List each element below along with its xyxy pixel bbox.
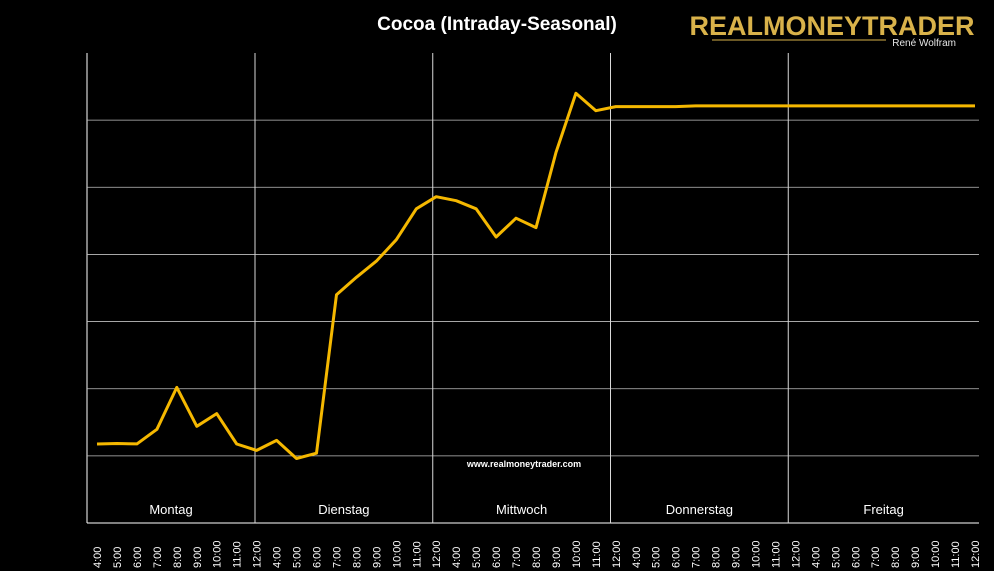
x-tick-label: 5:00: [471, 547, 483, 568]
x-tick-label: 7:00: [331, 547, 343, 568]
x-tick-label: 8:00: [172, 547, 184, 568]
x-tick-label: 11:00: [950, 541, 962, 568]
chart-title: Cocoa (Intraday-Seasonal): [377, 14, 617, 35]
x-tick-label: 7:00: [870, 547, 882, 568]
x-tick-label: 7:00: [152, 547, 164, 568]
x-tick-label: 5:00: [292, 547, 304, 568]
x-tick-label: 4:00: [631, 547, 643, 568]
day-label: Donnerstag: [666, 502, 733, 517]
x-tick-label: 6:00: [491, 547, 503, 568]
x-tick-label: 6:00: [132, 547, 144, 568]
x-tick-label: 5:00: [112, 547, 124, 568]
x-tick-label: 11:00: [232, 541, 244, 568]
series-line: [96, 91, 975, 460]
x-tick-label: 6:00: [671, 547, 683, 568]
x-tick-label: 12:00: [970, 540, 982, 568]
x-tick-labels: 4:00 5:00 6:00 7:00 8:00 9:00 10:00 11:00 12:00 4…: [92, 540, 982, 568]
x-tick-label: 8:00: [351, 547, 363, 568]
x-tick-label: 9:00: [910, 547, 922, 568]
logo-author: René Wolfram: [892, 38, 956, 49]
x-tick-label: 9:00: [371, 547, 383, 568]
x-tick-label: 10:00: [751, 540, 763, 568]
watermark-url: www.realmoneytrader.com: [466, 459, 581, 469]
day-label: Freitag: [863, 502, 903, 517]
x-tick-label: 11:00: [591, 541, 603, 568]
day-label: Montag: [149, 502, 192, 517]
x-tick-label: 9:00: [731, 547, 743, 568]
x-tick-label: 11:00: [770, 541, 782, 568]
x-tick-label: 5:00: [830, 547, 842, 568]
x-tick-label: 10:00: [391, 540, 403, 568]
x-tick-label: 4:00: [92, 547, 104, 568]
x-tick-label: 4:00: [272, 547, 284, 568]
x-tick-label: 6:00: [850, 547, 862, 568]
logo-name: REALMONEYTRADER: [689, 11, 974, 41]
x-tick-label: 12:00: [790, 540, 802, 568]
logo: REALMONEYTRADER René Wolfram: [689, 11, 974, 49]
day-label: Mittwoch: [496, 502, 547, 517]
day-label: Dienstag: [318, 502, 369, 517]
x-tick-label: 9:00: [551, 547, 563, 568]
x-tick-label: 8:00: [890, 547, 902, 568]
x-tick-label: 7:00: [511, 547, 523, 568]
x-tick-label: 8:00: [711, 547, 723, 568]
x-tick-label: 8:00: [531, 547, 543, 568]
x-tick-label: 4:00: [810, 547, 822, 568]
x-tick-label: 10:00: [930, 540, 942, 568]
x-tick-label: 10:00: [571, 540, 583, 568]
x-tick-label: 6:00: [312, 547, 324, 568]
x-tick-label: 5:00: [651, 547, 663, 568]
x-tick-label: 9:00: [192, 547, 204, 568]
grid: [86, 53, 979, 524]
x-tick-label: 12:00: [431, 540, 443, 568]
x-tick-label: 12:00: [611, 540, 623, 568]
day-labels: Montag Dienstag Mittwoch Donnerstag Freitag: [149, 502, 904, 517]
x-tick-label: 10:00: [212, 540, 224, 568]
x-tick-label: 7:00: [691, 547, 703, 568]
x-tick-label: 4:00: [451, 547, 463, 568]
x-tick-label: 11:00: [411, 541, 423, 568]
x-tick-label: 12:00: [252, 540, 264, 568]
